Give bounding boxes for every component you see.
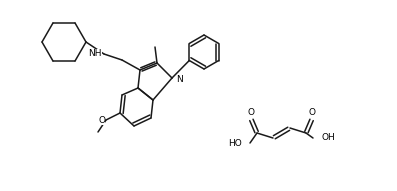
Text: O: O xyxy=(247,108,254,117)
Text: HO: HO xyxy=(228,138,242,147)
Text: OH: OH xyxy=(321,134,335,142)
Text: O: O xyxy=(308,108,316,117)
Text: N: N xyxy=(176,74,183,83)
Text: O: O xyxy=(98,116,105,125)
Text: NH: NH xyxy=(89,49,102,57)
